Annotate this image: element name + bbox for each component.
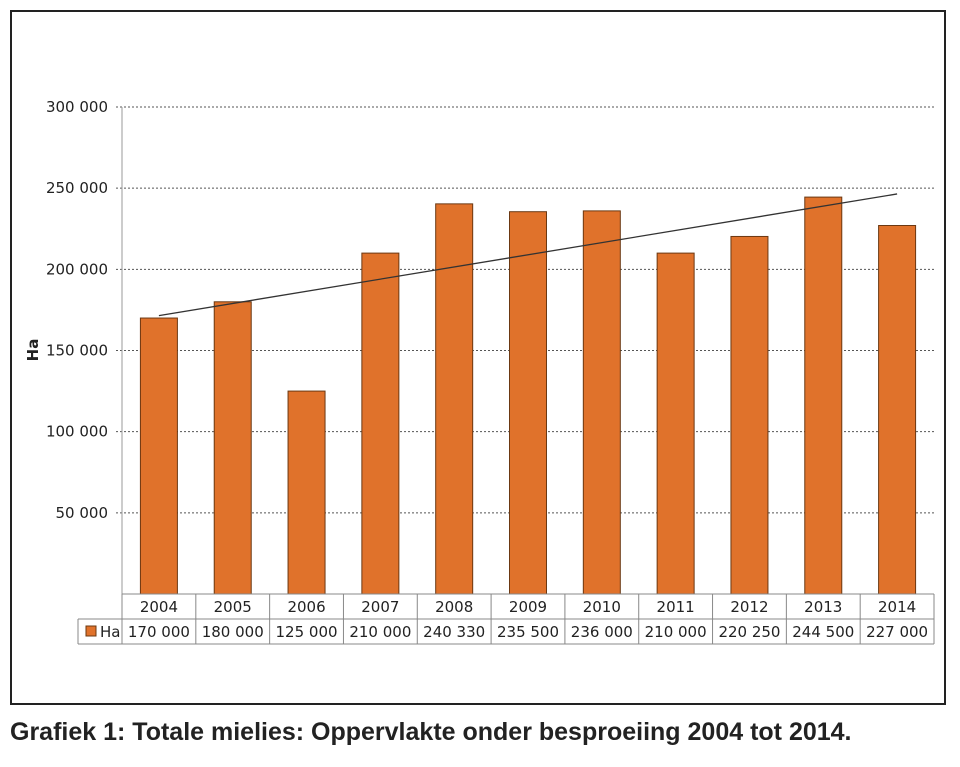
bar (139, 317, 178, 595)
bar (582, 210, 621, 595)
data-table-value: 210 000 (349, 623, 411, 641)
x-tick-label: 2010 (583, 598, 621, 616)
data-table-value: 244 500 (792, 623, 854, 641)
data-table-value: 125 000 (276, 623, 338, 641)
x-tick-label: 2011 (657, 598, 695, 616)
data-table-value: 170 000 (128, 623, 190, 641)
data-table-value: 210 000 (645, 623, 707, 641)
y-tick-label: 200 000 (46, 260, 108, 278)
bar (287, 390, 326, 595)
x-tick-label: 2013 (804, 598, 842, 616)
legend-swatch (85, 625, 97, 637)
bar (435, 203, 474, 595)
legend-label: Ha (100, 623, 120, 641)
x-tick-label: 2009 (509, 598, 547, 616)
bar (656, 252, 695, 595)
bar (213, 301, 252, 595)
chart-frame (10, 10, 946, 705)
x-tick-label: 2008 (435, 598, 473, 616)
data-table-value: 227 000 (866, 623, 928, 641)
data-table-value: 220 250 (718, 623, 780, 641)
data-table-value: 180 000 (202, 623, 264, 641)
y-tick-label: 50 000 (56, 504, 109, 522)
y-tick-label: 150 000 (46, 342, 108, 360)
data-table-value: 235 500 (497, 623, 559, 641)
y-tick-label: 100 000 (46, 423, 108, 441)
x-tick-label: 2007 (361, 598, 399, 616)
y-tick-label: 250 000 (46, 179, 108, 197)
x-tick-label: 2006 (287, 598, 325, 616)
x-tick-label: 2014 (878, 598, 916, 616)
x-tick-label: 2004 (140, 598, 178, 616)
data-table-value: 236 000 (571, 623, 633, 641)
bar (878, 225, 917, 595)
chart-caption: Grafiek 1: Totale mielies: Oppervlakte o… (10, 718, 852, 746)
bar (509, 211, 547, 595)
y-tick-label: 300 000 (46, 98, 108, 116)
bar (804, 196, 843, 595)
bar (361, 252, 400, 595)
bar (730, 235, 769, 595)
data-table-value: 240 330 (423, 623, 485, 641)
trendline (158, 193, 898, 317)
y-axis-label: Ha (24, 339, 42, 362)
x-tick-label: 2005 (214, 598, 252, 616)
x-tick-label: 2012 (730, 598, 768, 616)
